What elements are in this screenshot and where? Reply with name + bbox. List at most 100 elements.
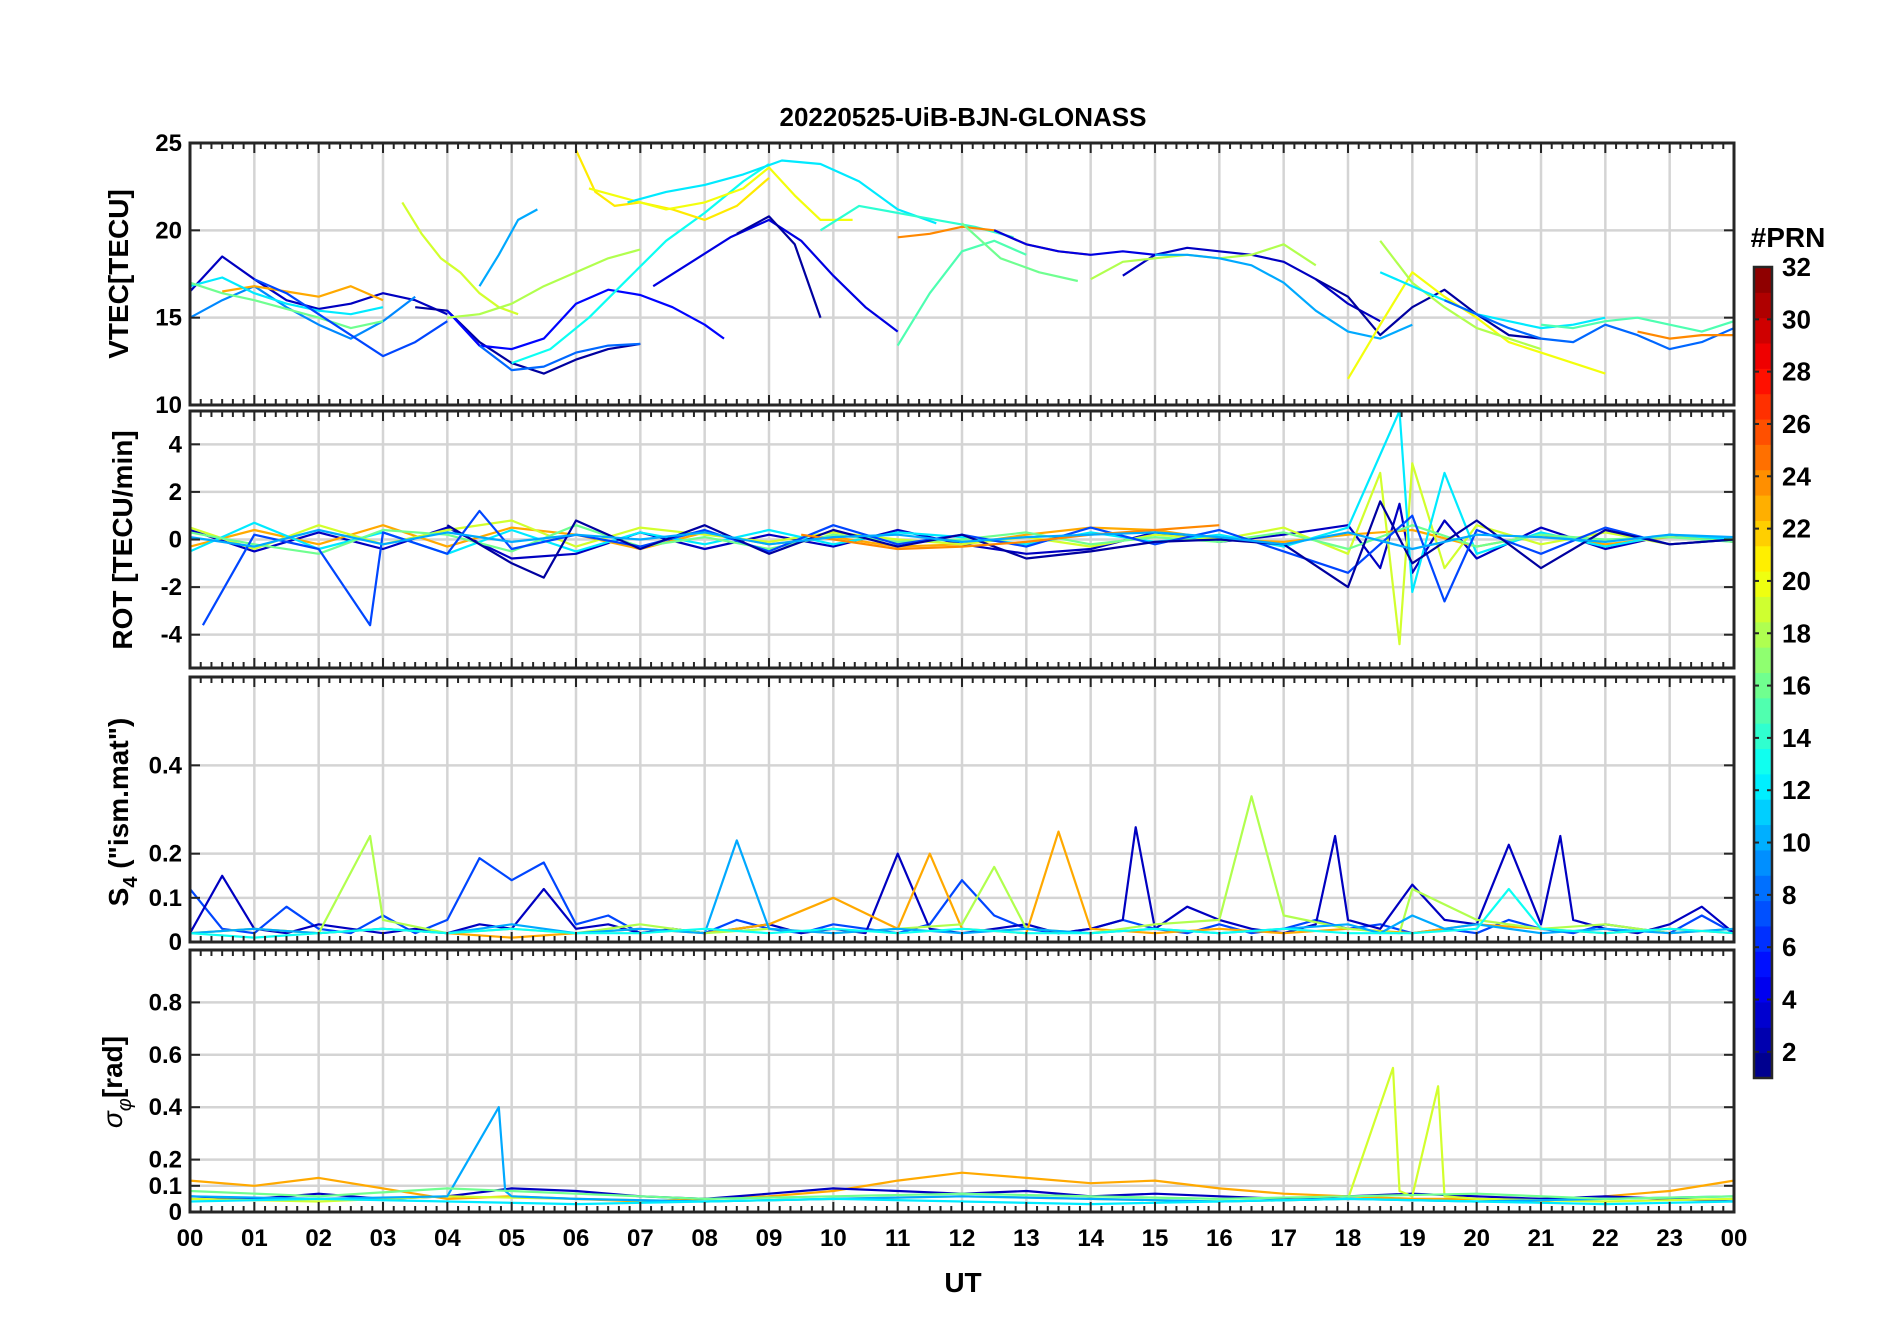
colorbar-segment <box>1754 495 1772 521</box>
series-line-prn-18 <box>1379 240 1542 351</box>
y-tick-label: 0.4 <box>149 1094 183 1121</box>
y-tick-label: -4 <box>161 622 183 649</box>
colorbar-segment <box>1754 267 1772 293</box>
colorbar-tick-label: 30 <box>1782 304 1811 334</box>
series-line-prn-12 <box>190 1197 1734 1206</box>
y-tick-label: 25 <box>155 130 182 157</box>
x-tick-label: 01 <box>241 1225 268 1252</box>
colorbar-tick-label: 24 <box>1782 461 1811 491</box>
colorbar-segment <box>1754 723 1772 750</box>
colorbar-tick-label: 12 <box>1782 775 1811 805</box>
series-line-prn-15 <box>896 239 1027 347</box>
series-line-prn-10 <box>190 528 1734 551</box>
colorbar-segment <box>1754 596 1772 623</box>
series-line-prn-16 <box>190 1187 1734 1201</box>
colorbar-segment <box>1754 925 1772 952</box>
series-line-prn-16 <box>961 222 1079 283</box>
y-tick-label: 0 <box>169 527 182 554</box>
colorbar-tick-label: 32 <box>1782 252 1811 282</box>
colorbar-segment <box>1754 976 1772 1003</box>
colorbar-segment <box>1754 368 1772 395</box>
x-tick-label: 21 <box>1528 1225 1555 1252</box>
colorbar-tick-label: 22 <box>1782 514 1811 544</box>
panel-rot: -4 -2 0 2 4 ROT [TECU/min] <box>107 409 1736 670</box>
x-tick-label: 19 <box>1399 1225 1426 1252</box>
series-line-prn-20 <box>1347 271 1606 380</box>
colorbar-segment <box>1754 317 1772 344</box>
x-tick-label: 04 <box>434 1225 461 1252</box>
series-line-prn-8 <box>1444 299 1734 351</box>
colorbar-frame <box>1752 265 1774 1080</box>
y-tick-label: 0 <box>169 1199 182 1226</box>
y-tick-label: 0.1 <box>149 885 182 912</box>
colorbar-segment <box>1754 900 1772 927</box>
colorbar-tick-label: 16 <box>1782 671 1811 701</box>
panel-frame <box>188 409 1736 670</box>
colorbar-segment <box>1754 571 1772 597</box>
y-axis-label: σφ[rad] <box>97 1036 136 1128</box>
colorbar-tick-label: 28 <box>1782 357 1811 387</box>
series-line-prn-13 <box>511 163 770 365</box>
colorbar-segment <box>1754 621 1772 648</box>
series-group <box>190 149 1734 380</box>
colorbar-segment <box>1754 343 1772 369</box>
x-tick-label: 09 <box>756 1225 783 1252</box>
colorbar-segment <box>1754 520 1772 547</box>
panel-s4: 0 0.1 0.2 0.4 S4 ("ism.mat") <box>103 675 1736 956</box>
colorbar-tick-label: 26 <box>1782 409 1811 439</box>
colorbar-tick-label: 10 <box>1782 828 1811 858</box>
series-line-prn-13 <box>190 887 1734 939</box>
y-axis-label: VTEC[TECU] <box>103 189 134 359</box>
x-tick-label: 16 <box>1206 1225 1233 1252</box>
colorbar-segment <box>1754 444 1772 471</box>
series-line-prn-12 <box>1379 271 1606 330</box>
series-line-prn-16 <box>190 524 1734 555</box>
panel-frame <box>188 948 1736 1214</box>
x-tick-label: 10 <box>820 1225 847 1252</box>
x-tick-label: 13 <box>1013 1225 1040 1252</box>
y-tick-label: 20 <box>155 217 182 244</box>
series-line-prn-8 <box>478 342 641 372</box>
colorbar-segment <box>1754 875 1772 902</box>
colorbar-label: #PRN <box>1751 222 1826 253</box>
x-axis-label: UT <box>944 1267 981 1298</box>
series-line-prn-24 <box>801 524 1220 551</box>
x-tick-label: 22 <box>1592 1225 1619 1252</box>
colorbar-segment <box>1754 672 1772 699</box>
y-tick-label: 0.2 <box>149 841 182 868</box>
series-line-prn-19 <box>190 462 1734 646</box>
series-line-prn-18 <box>190 795 1734 935</box>
series-line-prn-7 <box>253 278 448 358</box>
colorbar-segment <box>1754 647 1772 673</box>
x-tick-label: 00 <box>177 1225 204 1252</box>
series-line-prn-20 <box>588 166 853 221</box>
x-tick-label: 20 <box>1463 1225 1490 1252</box>
colorbar-segment <box>1754 1001 1772 1028</box>
y-tick-label: 0.2 <box>149 1147 182 1174</box>
y-tick-label: 0.6 <box>149 1042 182 1069</box>
x-tick-label: 15 <box>1142 1225 1169 1252</box>
series-line-prn-12 <box>190 276 384 316</box>
x-tick-label: 02 <box>305 1225 332 1252</box>
series-line-prn-9 <box>190 285 416 340</box>
series-line-prn-4 <box>993 229 1156 256</box>
colorbar-segment <box>1754 1027 1772 1054</box>
x-tick-label: 05 <box>498 1225 525 1252</box>
x-tick-label: 12 <box>949 1225 976 1252</box>
y-tick-label: 0 <box>169 929 182 956</box>
y-tick-label: 2 <box>169 479 182 506</box>
colorbar-segment <box>1754 748 1772 775</box>
panel-frame <box>188 141 1736 407</box>
panel-sigma_phi: 00.10.2 0.4 0.6 0.8 σφ[rad] 00 01 02 03 04 05 06 07 0… <box>97 948 1747 1252</box>
colorbar-segment <box>1754 824 1772 851</box>
colorbar-segment <box>1754 773 1772 800</box>
figure-title: 20220525-UiB-BJN-GLONASS <box>779 102 1146 132</box>
colorbar-tick-label: 18 <box>1782 618 1811 648</box>
x-tick-label: 11 <box>885 1225 910 1252</box>
panel-frame <box>188 675 1736 944</box>
x-tick-label: 17 <box>1270 1225 1297 1252</box>
colorbar-tick-label: 6 <box>1782 932 1796 962</box>
series-group <box>190 795 1734 939</box>
colorbar-tick-label: 2 <box>1782 1037 1796 1067</box>
